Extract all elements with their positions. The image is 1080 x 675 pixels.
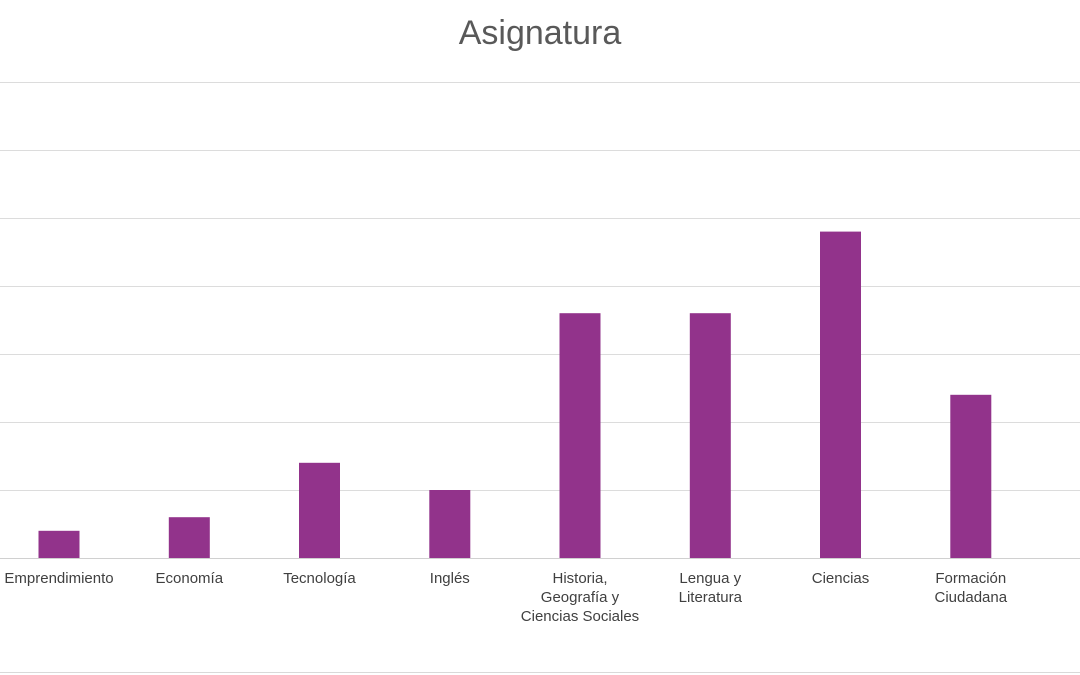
bar xyxy=(950,394,992,558)
x-tick-label: Formación Ciudadana xyxy=(935,570,1008,606)
chart-title: Asignatura xyxy=(458,14,622,52)
bar xyxy=(820,231,861,558)
x-tick-label: Economía xyxy=(156,570,224,587)
x-tick-label: Ciencias xyxy=(812,570,870,587)
x-tick-label: Emprendimiento xyxy=(4,570,113,587)
bars xyxy=(38,231,992,558)
bar xyxy=(168,517,210,558)
bar xyxy=(299,462,340,558)
x-tick-label: Inglés xyxy=(430,570,470,587)
bar xyxy=(689,313,731,558)
bar xyxy=(559,313,601,558)
x-tick-label: Historia, Geografía y Ciencias Sociales xyxy=(521,570,639,625)
gridlines xyxy=(0,82,1080,673)
x-tick-label: Tecnología xyxy=(283,570,356,587)
x-tick-labels: Emprendimiento Economía Tecnología Inglés Hi… xyxy=(4,570,1008,625)
x-tick-label: Lengua y Literatura xyxy=(679,570,743,606)
bar xyxy=(38,530,80,558)
bar xyxy=(429,490,471,558)
